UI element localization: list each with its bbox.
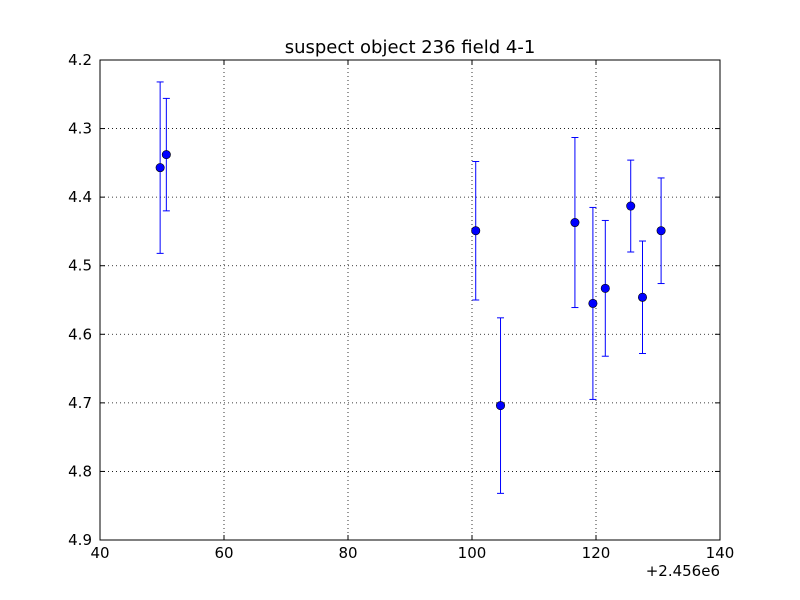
data-marker [637,292,647,302]
data-series [155,81,666,494]
grid-lines [100,60,720,540]
axis-ticks: 40 60 80 100 120 140 4.2 4.3 4.4 4.5 4.6 4.7 4.8 4.9 [68,51,734,562]
x-tick-label: 100 [458,544,487,562]
data-marker [588,298,598,308]
data-marker [656,226,666,236]
x-tick-label: 40 [90,544,109,562]
data-marker [155,163,165,173]
y-tick-label: 4.4 [68,188,92,206]
data-point [161,97,171,212]
y-tick-label: 4.3 [68,120,92,138]
x-tick-label: 80 [338,544,357,562]
x-axis-offset-label: +2.456e6 [646,562,720,580]
data-marker [626,201,636,211]
chart-title: suspect object 236 field 4-1 [285,37,536,58]
data-point [600,219,610,357]
y-tick-label: 4.5 [68,257,92,275]
data-marker [496,401,506,411]
y-tick-label: 4.7 [68,394,92,412]
data-point [637,240,647,354]
x-tick-label: 60 [214,544,233,562]
y-tick-label: 4.9 [68,531,92,549]
y-tick-label: 4.2 [68,51,92,69]
y-tick-label: 4.6 [68,325,92,343]
plot-area-frame [99,59,721,541]
data-marker [161,150,171,160]
data-point [656,177,666,285]
y-tick-label: 4.8 [68,462,92,480]
data-point [570,136,580,309]
data-marker [471,226,481,236]
data-point [155,81,165,254]
data-point [471,160,481,301]
data-point [588,206,598,400]
x-tick-label: 140 [706,544,735,562]
data-point [626,159,636,253]
data-point [496,317,506,494]
data-marker [570,218,580,228]
x-tick-label: 120 [582,544,611,562]
data-marker [600,283,610,293]
